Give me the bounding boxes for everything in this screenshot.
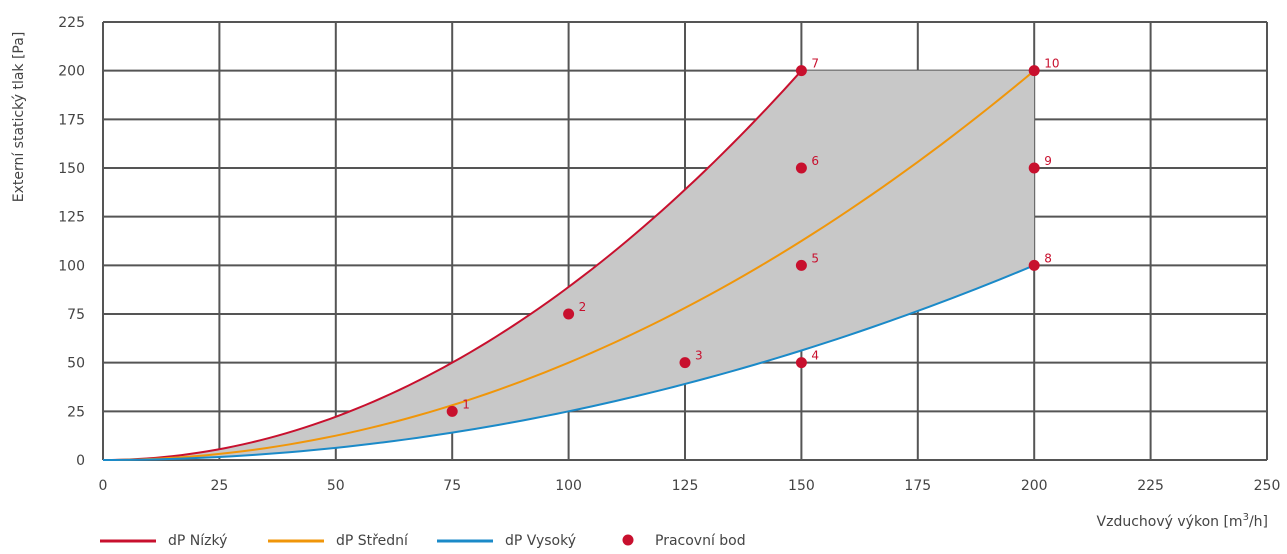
working-point-10 — [1028, 65, 1040, 77]
y-tick-label-100: 100 — [58, 258, 85, 274]
x-tick-label-175: 175 — [904, 478, 931, 494]
working-point-label-4: 4 — [811, 349, 819, 363]
y-tick-label-225: 225 — [58, 15, 85, 31]
working-point-label-6: 6 — [811, 154, 819, 168]
x-axis-label-superscript: 3 — [1243, 512, 1249, 523]
working-point-label-1: 1 — [462, 397, 470, 411]
x-axis-label-main: Vzduchový výkon [m — [1097, 514, 1243, 530]
x-tick-label-150: 150 — [788, 478, 815, 494]
series-line-1 — [102, 69, 803, 461]
x-tick-label-225: 225 — [1137, 478, 1164, 494]
series-line-2 — [102, 69, 1035, 461]
legend-label-3: dP Vysoký — [505, 533, 576, 549]
y-axis-label: Externí statický tlak [Pa] — [11, 32, 27, 203]
working-point-3 — [679, 357, 691, 369]
working-points: 1 2 3 4 5 6 7 8 9 10 — [446, 57, 1059, 417]
y-tick-label-25: 25 — [67, 404, 85, 420]
working-point-label-5: 5 — [811, 251, 819, 265]
legend-label-4: Pracovní bod — [655, 533, 746, 549]
x-tick-label-75: 75 — [443, 478, 461, 494]
x-axis-label: Vzduchový výkon [m3/h] — [1097, 512, 1268, 530]
working-point-8 — [1028, 259, 1040, 271]
y-tick-label-0: 0 — [76, 453, 85, 469]
y-tick-label-175: 175 — [58, 112, 85, 128]
x-tick-label-100: 100 — [555, 478, 582, 494]
x-tick-label-25: 25 — [210, 478, 228, 494]
y-tick-label-200: 200 — [58, 64, 85, 80]
legend-label-1: dP Nízký — [168, 533, 227, 549]
working-point-label-8: 8 — [1044, 251, 1052, 265]
working-point-4 — [795, 357, 807, 369]
working-point-label-9: 9 — [1044, 154, 1052, 168]
working-point-1 — [446, 405, 458, 417]
working-point-6 — [795, 162, 807, 174]
y-tick-label-125: 125 — [58, 210, 85, 226]
legend-label-2: dP Střední — [336, 533, 409, 549]
working-point-9 — [1028, 162, 1040, 174]
y-tick-label-50: 50 — [67, 356, 85, 372]
working-point-5 — [795, 259, 807, 271]
working-point-label-3: 3 — [695, 349, 703, 363]
working-point-label-7: 7 — [811, 57, 819, 71]
working-point-label-2: 2 — [579, 300, 587, 314]
x-tick-label-250: 250 — [1254, 478, 1281, 494]
legend-swatch-4 — [622, 534, 634, 546]
x-tick-label-125: 125 — [672, 478, 699, 494]
pressure-curves — [102, 69, 1035, 461]
y-tick-label-150: 150 — [58, 161, 85, 177]
x-tick-label-0: 0 — [99, 478, 108, 494]
axis-ticks: 0 25 50 75 100 125 150 175 200 225 250025507510012… — [58, 15, 1280, 494]
series-line-3 — [102, 264, 1035, 461]
legend: dP Nízký dP Střední dP Vysoký Pracovní bod — [100, 533, 746, 549]
x-tick-label-50: 50 — [327, 478, 345, 494]
x-tick-label-200: 200 — [1021, 478, 1048, 494]
x-axis-label-suffix: /h] — [1249, 514, 1268, 530]
working-point-label-10: 10 — [1044, 57, 1059, 71]
working-point-2 — [563, 308, 575, 320]
working-point-7 — [795, 65, 807, 77]
y-tick-label-75: 75 — [67, 307, 85, 323]
